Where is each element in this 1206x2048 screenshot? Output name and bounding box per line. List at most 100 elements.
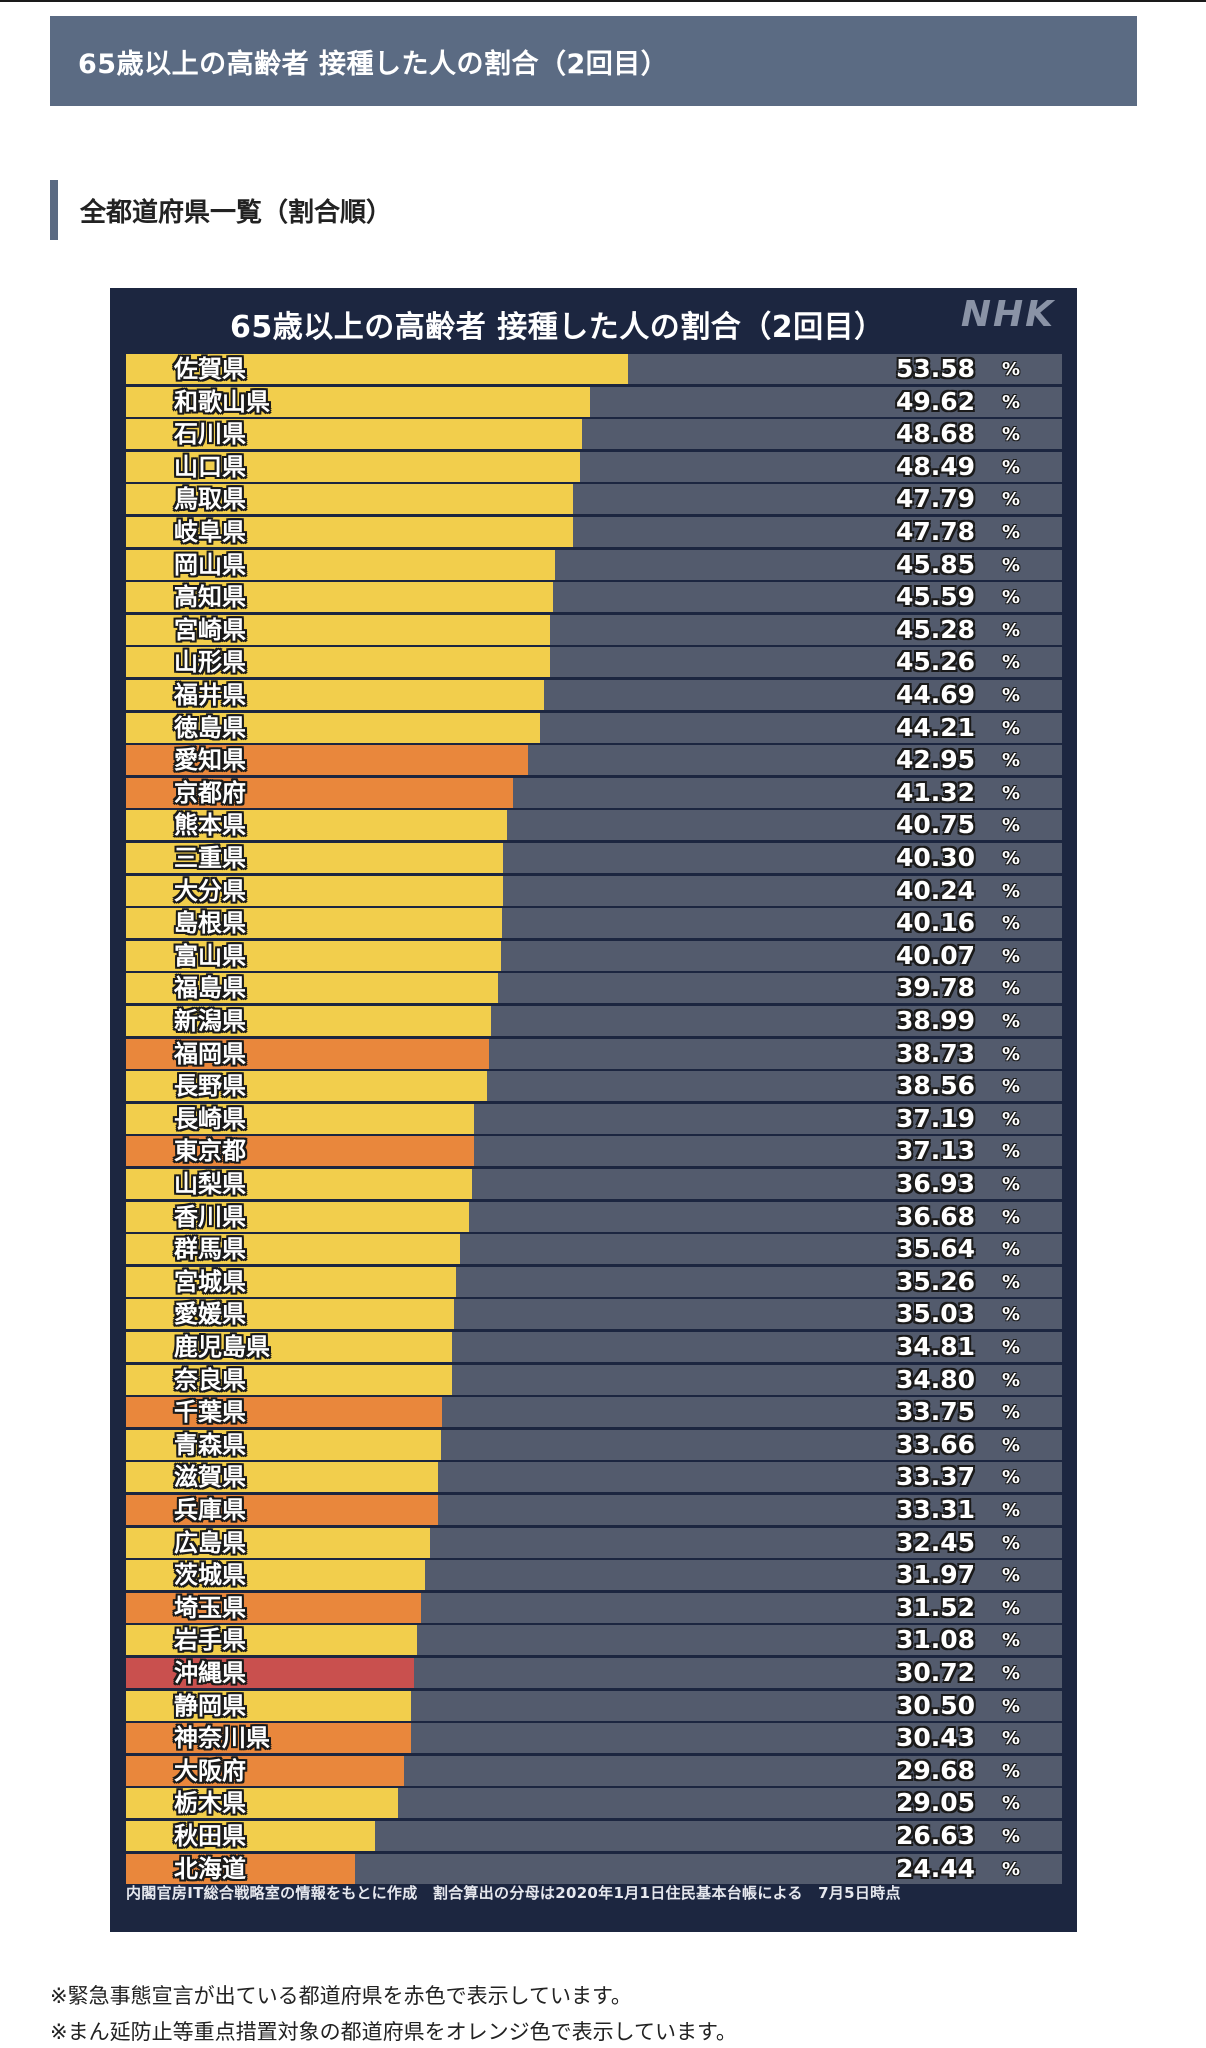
percent-value-label: 40.24	[896, 875, 976, 905]
percent-unit-label: %	[1002, 1597, 1021, 1619]
percent-unit-label: %	[1002, 717, 1021, 739]
percent-value-label: 29.05	[896, 1788, 976, 1818]
chart-bar	[126, 1071, 487, 1102]
chart-bar	[126, 1658, 414, 1688]
percent-unit-label: %	[1002, 619, 1021, 641]
chart-bar	[126, 1201, 470, 1232]
percent-unit-label: %	[1002, 359, 1021, 380]
chart-bar	[126, 1234, 460, 1265]
chart-bar	[126, 1821, 376, 1851]
percent-unit-label: %	[1002, 1826, 1021, 1847]
percent-value-label: 45.26	[896, 647, 976, 677]
chart-bar	[126, 1038, 489, 1069]
chart-row: 宮崎県 45.28%	[126, 614, 1062, 645]
chart-bar	[126, 1397, 442, 1428]
chart-bar	[126, 1495, 438, 1525]
prefecture-label: 北海道	[174, 1854, 246, 1883]
chart-row: 石川県 48.68%	[126, 419, 1062, 450]
nhk-logo: NHK	[960, 294, 1055, 335]
prefecture-label: 東京都	[174, 1137, 246, 1166]
percent-value-label: 38.73	[896, 1038, 976, 1068]
percent-value-label: 31.97	[896, 1560, 976, 1590]
prefecture-label: 京都府	[174, 778, 246, 807]
chart-bar	[126, 908, 502, 939]
chart-bar	[126, 777, 513, 808]
percent-unit-label: %	[1002, 1565, 1021, 1587]
percent-unit-label: %	[1002, 1532, 1021, 1554]
chart-row: 新潟県 38.99%	[126, 1006, 1062, 1036]
percent-value-label: 35.03	[896, 1299, 976, 1329]
prefecture-label: 高知県	[174, 583, 246, 612]
title-banner: 65歳以上の高齢者 接種した人の割合（2回目）	[50, 16, 1137, 106]
percent-unit-label: %	[1002, 1630, 1021, 1652]
footnote-priority: ※まん延防止等重点措置対象の都道府県をオレンジ色で表示しています。	[50, 2020, 737, 2044]
chart-bar	[126, 1103, 475, 1134]
chart-bar	[126, 614, 550, 645]
prefecture-label: 鹿児島県	[174, 1333, 270, 1361]
percent-unit-label: %	[1002, 424, 1021, 446]
chart-bar	[126, 484, 574, 515]
prefecture-label: 宮崎県	[174, 615, 246, 644]
percent-value-label: 47.78	[896, 517, 976, 546]
top-divider	[0, 0, 1206, 2]
chart-bar	[126, 451, 580, 482]
prefecture-label: 山口県	[174, 452, 246, 481]
chart-row: 香川県 36.68%	[126, 1201, 1062, 1232]
percent-value-label: 30.50	[896, 1690, 976, 1720]
percent-unit-label: %	[1002, 652, 1021, 674]
chart-row: 福岡県 38.73%	[126, 1038, 1062, 1069]
prefecture-label: 山梨県	[174, 1170, 246, 1198]
prefecture-label: 宮城県	[174, 1267, 246, 1296]
percent-unit-label: %	[1002, 1369, 1021, 1391]
prefecture-label: 福井県	[174, 681, 246, 709]
prefecture-label: 山形県	[174, 648, 246, 677]
prefecture-label: 岩手県	[174, 1626, 246, 1655]
percent-unit-label: %	[1002, 1695, 1021, 1717]
chart-bar	[126, 1592, 422, 1623]
chart-row: 神奈川県 30.43%	[126, 1723, 1062, 1754]
percent-unit-label: %	[1002, 1467, 1021, 1489]
prefecture-label: 徳島県	[174, 713, 246, 742]
prefecture-label: 熊本県	[174, 811, 246, 840]
chart-bar	[126, 1462, 439, 1493]
chart-bar	[126, 680, 545, 710]
prefecture-label: 和歌山県	[174, 387, 270, 416]
page-title: 65歳以上の高齢者 接種した人の割合（2回目）	[78, 48, 669, 80]
chart-row: 島根県 40.16%	[126, 908, 1062, 939]
percent-value-label: 53.58	[896, 354, 976, 383]
chart-row: 徳島県 44.21%	[126, 712, 1062, 743]
percent-unit-label: %	[1002, 750, 1021, 772]
percent-unit-label: %	[1002, 1793, 1021, 1815]
prefecture-label: 滋賀県	[174, 1463, 246, 1492]
percent-value-label: 34.81	[896, 1332, 976, 1361]
prefecture-label: 群馬県	[174, 1235, 246, 1264]
percent-unit-label: %	[1002, 945, 1021, 967]
chart-row: 和歌山県 49.62%	[126, 386, 1062, 417]
chart-bar	[126, 875, 503, 906]
chart-row: 高知県 45.59%	[126, 582, 1062, 613]
percent-value-label: 40.16	[896, 908, 976, 938]
percent-unit-label: %	[1002, 587, 1021, 609]
prefecture-label: 千葉県	[174, 1398, 246, 1427]
percent-value-label: 30.43	[896, 1723, 976, 1753]
percent-unit-label: %	[1002, 1760, 1021, 1782]
prefecture-label: 茨城県	[174, 1561, 246, 1590]
percent-value-label: 36.93	[896, 1169, 976, 1198]
chart-bar	[126, 1853, 355, 1884]
percent-value-label: 48.49	[896, 451, 976, 481]
chart-row: 長崎県 37.19%	[126, 1103, 1062, 1134]
chart-row: 山形県 45.26%	[126, 647, 1062, 678]
percent-value-label: 40.07	[896, 940, 976, 970]
prefecture-label: 島根県	[174, 909, 246, 938]
percent-value-label: 35.26	[896, 1266, 976, 1296]
percent-unit-label: %	[1002, 1043, 1021, 1065]
percent-value-label: 45.85	[896, 549, 976, 579]
chart-bar	[126, 582, 553, 613]
percent-value-label: 45.59	[896, 582, 976, 612]
percent-unit-label: %	[1002, 1271, 1021, 1293]
chart-source-note: 内閣官房IT総合戦略室の情報をもとに作成 割合算出の分母は2020年1月1日住民…	[126, 1884, 901, 1902]
chart-bar	[126, 1364, 452, 1395]
percent-unit-label: %	[1002, 913, 1021, 935]
chart-row: 秋田県 26.63%	[126, 1821, 1062, 1851]
chart-bar	[126, 549, 556, 580]
